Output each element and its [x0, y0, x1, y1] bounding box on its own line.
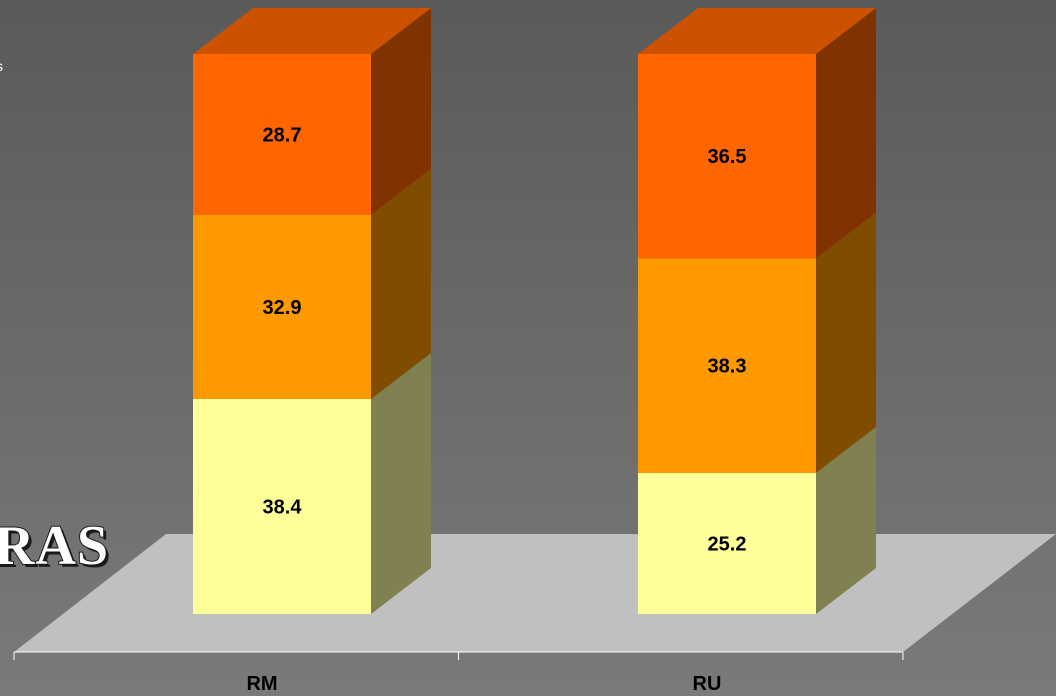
clipped-left-text-small: s	[0, 58, 3, 74]
bar-segment-ru-2: 38.3	[638, 212, 876, 473]
bar-front-face	[193, 214, 371, 399]
bar-segment-rm-2: 32.9	[193, 168, 431, 399]
bar-top-face	[638, 8, 876, 54]
bar-front-face	[638, 54, 816, 259]
bars-group: 38.4 32.9 28.7 25.2 38.3 36.5	[193, 8, 876, 614]
bar-segment-rm-1: 38.4	[193, 352, 431, 614]
bar-side-face	[816, 426, 876, 614]
data-label: 28.7	[263, 124, 302, 146]
clipped-left-title-shadow: RAS	[0, 514, 110, 578]
bar-side-face	[371, 352, 431, 614]
clipped-left-title: RAS	[0, 515, 110, 577]
data-label: 38.4	[263, 496, 303, 518]
data-label: 32.9	[263, 297, 302, 319]
bar-segment-ru-1: 25.2	[638, 426, 876, 614]
data-label: 36.5	[708, 146, 747, 168]
category-label-ru: RU	[693, 673, 722, 695]
bar-segment-rm-3: 28.7	[193, 8, 431, 215]
bar-segment-ru-3: 36.5	[638, 8, 876, 259]
category-labels: RM RU	[246, 673, 721, 695]
chart-floor	[14, 534, 1056, 652]
bar-front-face	[193, 398, 371, 614]
bar-side-face	[371, 8, 431, 215]
bar-side-face	[816, 212, 876, 473]
bar-side-face	[371, 168, 431, 399]
x-axis-ticks	[13, 652, 904, 660]
bar-front-face	[638, 258, 816, 473]
data-label: 38.3	[708, 356, 747, 378]
category-label-rm: RM	[246, 673, 277, 695]
bar-top-face	[193, 8, 431, 54]
data-label: 25.2	[708, 533, 747, 555]
bar-side-face	[816, 8, 876, 259]
bar-front-face	[638, 472, 816, 614]
bar-front-face	[193, 54, 371, 215]
